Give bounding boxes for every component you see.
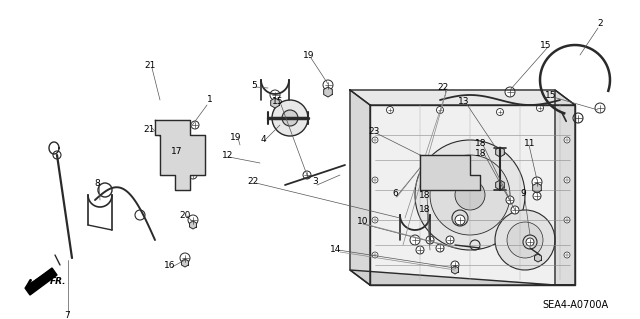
Circle shape bbox=[372, 137, 378, 143]
Circle shape bbox=[282, 110, 298, 126]
Text: 19: 19 bbox=[303, 51, 315, 61]
Circle shape bbox=[272, 100, 308, 136]
Polygon shape bbox=[155, 120, 205, 190]
Circle shape bbox=[506, 196, 514, 204]
Circle shape bbox=[415, 140, 525, 250]
Circle shape bbox=[372, 217, 378, 223]
Circle shape bbox=[595, 103, 605, 113]
Circle shape bbox=[495, 210, 555, 270]
Circle shape bbox=[564, 252, 570, 258]
Text: 9: 9 bbox=[520, 189, 526, 197]
Text: FR.: FR. bbox=[50, 277, 67, 286]
Text: 16: 16 bbox=[164, 262, 176, 271]
Polygon shape bbox=[532, 183, 541, 193]
Circle shape bbox=[455, 215, 465, 225]
Polygon shape bbox=[495, 180, 504, 190]
Circle shape bbox=[303, 171, 311, 179]
Circle shape bbox=[180, 253, 190, 263]
Circle shape bbox=[533, 192, 541, 200]
Polygon shape bbox=[534, 254, 541, 262]
Polygon shape bbox=[25, 268, 57, 295]
Circle shape bbox=[426, 236, 434, 244]
Polygon shape bbox=[555, 90, 575, 285]
Circle shape bbox=[430, 155, 510, 235]
Text: 13: 13 bbox=[458, 98, 470, 107]
Circle shape bbox=[188, 215, 198, 225]
Circle shape bbox=[191, 121, 199, 129]
Circle shape bbox=[416, 246, 424, 254]
Circle shape bbox=[166, 121, 174, 129]
Circle shape bbox=[573, 113, 583, 123]
Polygon shape bbox=[350, 90, 575, 105]
Polygon shape bbox=[420, 155, 480, 190]
Polygon shape bbox=[370, 105, 575, 285]
Circle shape bbox=[511, 206, 519, 214]
Polygon shape bbox=[452, 266, 458, 274]
Polygon shape bbox=[350, 270, 575, 285]
Text: 18: 18 bbox=[419, 205, 431, 214]
Circle shape bbox=[497, 108, 504, 115]
Text: 21: 21 bbox=[143, 124, 155, 133]
Circle shape bbox=[532, 177, 542, 187]
Text: 6: 6 bbox=[392, 189, 398, 198]
Text: 2: 2 bbox=[597, 19, 603, 28]
Text: 17: 17 bbox=[172, 146, 183, 155]
Circle shape bbox=[436, 244, 444, 252]
Text: 5: 5 bbox=[251, 81, 257, 91]
Polygon shape bbox=[495, 147, 504, 157]
Circle shape bbox=[536, 105, 543, 112]
Text: 18: 18 bbox=[476, 138, 487, 147]
Circle shape bbox=[323, 80, 333, 90]
Circle shape bbox=[387, 107, 394, 114]
Text: 3: 3 bbox=[312, 177, 318, 187]
Circle shape bbox=[189, 171, 197, 179]
Text: 22: 22 bbox=[248, 177, 259, 187]
Circle shape bbox=[505, 87, 515, 97]
Circle shape bbox=[53, 151, 61, 159]
Circle shape bbox=[455, 177, 465, 187]
Text: 18: 18 bbox=[476, 149, 487, 158]
Text: 18: 18 bbox=[419, 191, 431, 201]
Text: 11: 11 bbox=[524, 138, 536, 147]
Text: 23: 23 bbox=[368, 128, 380, 137]
Text: 19: 19 bbox=[230, 133, 242, 143]
Circle shape bbox=[372, 252, 378, 258]
Text: 15: 15 bbox=[540, 41, 552, 49]
Text: 15: 15 bbox=[272, 97, 284, 106]
Circle shape bbox=[446, 236, 454, 244]
Text: 7: 7 bbox=[64, 310, 70, 319]
Polygon shape bbox=[182, 259, 188, 267]
Text: 21: 21 bbox=[144, 62, 156, 70]
Polygon shape bbox=[189, 221, 196, 229]
Circle shape bbox=[372, 177, 378, 183]
Text: 8: 8 bbox=[94, 179, 100, 188]
Text: 1: 1 bbox=[207, 95, 213, 105]
Circle shape bbox=[436, 107, 444, 114]
Circle shape bbox=[564, 217, 570, 223]
Text: 15: 15 bbox=[545, 91, 557, 100]
Circle shape bbox=[507, 222, 543, 258]
Text: 12: 12 bbox=[222, 151, 234, 160]
Text: 4: 4 bbox=[260, 136, 266, 145]
Text: 22: 22 bbox=[437, 83, 449, 92]
Text: 14: 14 bbox=[330, 244, 342, 254]
Circle shape bbox=[455, 180, 485, 210]
Circle shape bbox=[564, 177, 570, 183]
Circle shape bbox=[270, 90, 280, 100]
Polygon shape bbox=[271, 98, 279, 108]
Polygon shape bbox=[324, 87, 332, 97]
Circle shape bbox=[523, 235, 537, 249]
Circle shape bbox=[451, 261, 459, 269]
Text: 20: 20 bbox=[179, 211, 191, 219]
Circle shape bbox=[564, 137, 570, 143]
Polygon shape bbox=[350, 90, 370, 285]
Text: 10: 10 bbox=[357, 218, 369, 226]
Circle shape bbox=[526, 238, 534, 246]
Text: SEA4-A0700A: SEA4-A0700A bbox=[542, 300, 608, 310]
Circle shape bbox=[410, 235, 420, 245]
